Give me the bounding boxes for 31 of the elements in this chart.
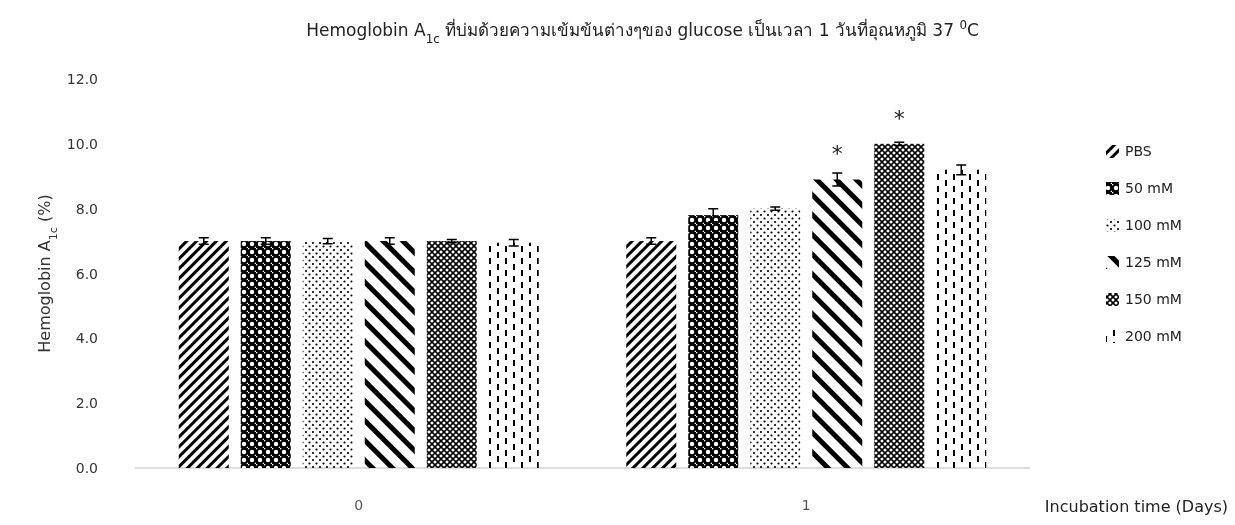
chart-title: Hemoglobin A$_{1c}$ ที่บ่มด้วยความเข้มข้นต่างๆของ glucose เป็นเวลา 1 วันที่อุณหภูมิ 37 $^{0}$C (306, 18, 979, 46)
x-axis-title: Incubation time (Days) (1044, 497, 1228, 516)
bar (812, 179, 863, 468)
x-tick-label: 0 (354, 497, 364, 513)
bar (364, 241, 415, 468)
bar (626, 241, 677, 468)
bar (874, 143, 925, 468)
legend-label: 100 mM (1125, 217, 1182, 233)
y-tick-label: 4.0 (75, 330, 98, 347)
bar (750, 208, 801, 468)
y-tick-label: 12.0 (66, 71, 98, 87)
y-tick-label: 8.0 (75, 200, 98, 217)
legend-label: 200 mM (1125, 328, 1182, 344)
y-tick-label: 2.0 (75, 395, 98, 412)
legend-label: 125 mM (1125, 254, 1182, 270)
bar (302, 241, 353, 468)
bar (178, 241, 229, 468)
bar (488, 242, 539, 468)
legend-label: 150 mM (1125, 291, 1182, 307)
data-label: * (893, 105, 905, 131)
y-tick-label: 10.0 (66, 135, 98, 152)
y-tick-label: 6.0 (75, 265, 98, 282)
y-tick-label: 0.0 (75, 460, 98, 476)
data-label: * (831, 141, 843, 167)
bar (240, 241, 291, 468)
x-tick-label: 1 (801, 497, 811, 513)
bar (936, 169, 987, 468)
legend-label: 50 mM (1125, 180, 1173, 196)
bar (688, 215, 739, 468)
bar (426, 241, 477, 468)
legend-label: PBS (1125, 143, 1152, 159)
